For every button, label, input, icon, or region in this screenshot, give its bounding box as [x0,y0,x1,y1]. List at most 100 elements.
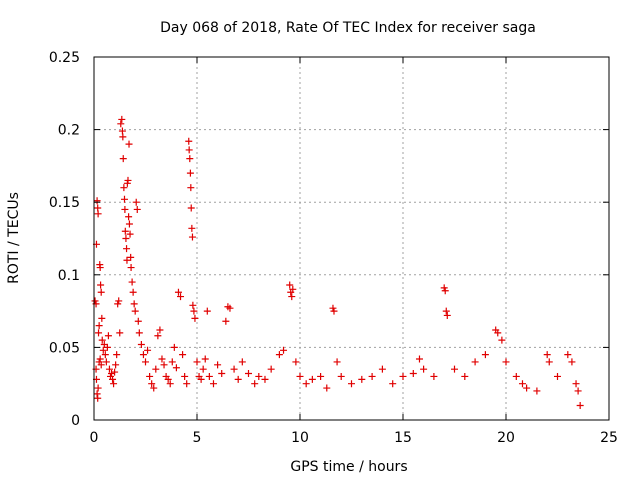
x-axis-label: GPS time / hours [290,459,407,475]
data-point [111,368,119,376]
data-point [125,140,133,148]
data-point [144,346,152,354]
data-point [218,370,226,378]
data-point [129,288,137,296]
data-point [97,281,105,289]
data-point [187,184,195,192]
data-point [267,365,275,373]
y-tick-label: 0.25 [49,50,80,66]
data-point [177,293,185,301]
data-point [234,375,242,383]
data-point [130,300,138,308]
data-point [296,372,304,380]
data-point [172,364,180,372]
data-point [323,384,331,392]
data-point [154,332,162,340]
y-tick-labels: 0 0.05 0.1 0.15 0.2 0.25 [49,50,80,429]
data-point [286,281,294,289]
data-point [368,372,376,380]
data-point [564,351,572,359]
data-point [554,372,561,380]
data-point [415,355,423,363]
data-point [124,176,132,184]
data-point [98,314,106,322]
x-tick-label: 0 [90,430,99,446]
data-point [543,351,551,359]
plot-frame [93,56,610,421]
data-point [150,384,158,392]
data-point [139,351,147,359]
data-point [191,314,199,322]
data-point [186,155,194,163]
y-tick-label: 0.05 [49,340,80,356]
data-point [97,361,105,369]
data-point [533,387,541,395]
data-point [119,155,127,163]
data-point [113,351,121,359]
data-point [201,355,209,363]
data-point [117,120,125,128]
data-point [193,358,201,366]
data-point [110,380,118,388]
data-point [99,346,107,354]
data-point [222,317,230,325]
data-point [545,358,553,366]
data-point [122,235,130,242]
x-tick-label: 10 [291,430,309,446]
chart-title: Day 068 of 2018, Rate Of TEC Index for r… [160,20,536,36]
data-point [103,343,111,351]
data-point [443,311,451,319]
data-point [502,358,510,366]
data-point [128,278,136,286]
data-point [94,394,102,402]
data-point [214,361,222,369]
data-point [333,358,341,366]
data-point [132,198,140,206]
data-point [166,380,174,388]
data-point [183,380,191,388]
data-point [102,358,110,366]
data-point [308,375,316,383]
y-tick-label: 0 [71,413,80,429]
data-point [358,375,366,383]
data-point [121,205,129,213]
data-point [134,317,142,325]
data-point [378,365,386,373]
data-point [245,370,252,378]
data-point [120,184,128,192]
data-point [568,358,576,366]
y-tick-label: 0.15 [49,195,80,211]
data-point [170,343,178,351]
data-point [135,329,143,337]
data-point [451,365,458,373]
y-tick-label: 0.2 [58,123,80,139]
data-point [442,307,450,315]
data-point [187,204,195,212]
data-point [572,380,580,388]
data-point [280,346,288,354]
data-point [441,287,449,295]
data-point [104,332,112,340]
data-point [125,213,133,221]
data-point [181,372,189,380]
data-point [156,326,164,334]
data-point [238,358,246,366]
data-point [251,380,259,388]
y-tick-label: 0.1 [58,268,80,284]
data-point [168,358,176,366]
data-point [574,387,582,395]
data-point [399,372,407,380]
data-point [430,372,438,380]
data-point [158,355,166,363]
data-point [127,253,135,261]
data-point [255,372,263,380]
x-tick-label: 15 [394,430,412,446]
data-point [420,365,428,373]
data-point [494,329,502,337]
data-point [576,401,584,409]
data-point [292,358,300,366]
data-point [230,365,238,373]
data-point [498,336,506,344]
data-point [152,365,160,373]
